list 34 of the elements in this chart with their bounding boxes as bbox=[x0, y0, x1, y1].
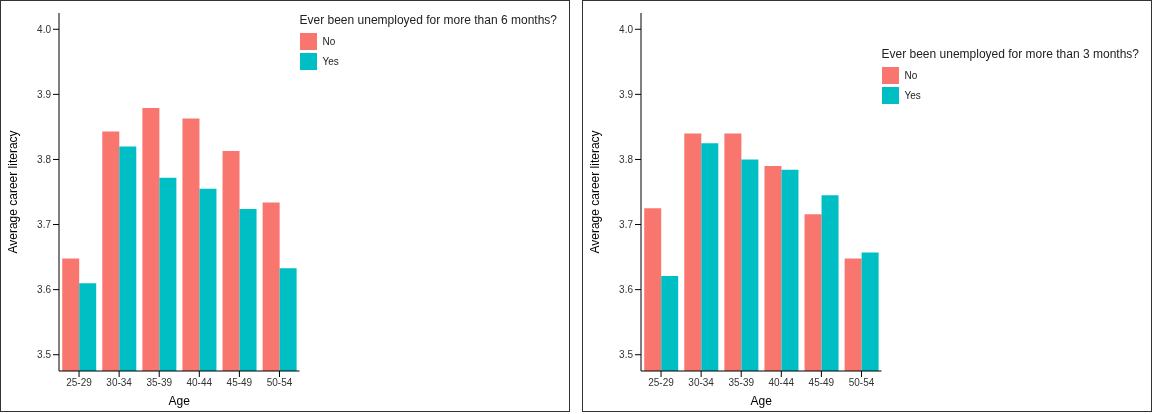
y-tick-label: 3.5 bbox=[37, 349, 52, 361]
x-tick-label: 40-44 bbox=[186, 377, 213, 389]
x-tick-label: 30-34 bbox=[688, 377, 715, 389]
x-axis-title: Age bbox=[750, 394, 773, 408]
x-tick-label: 50-54 bbox=[848, 377, 875, 389]
x-tick-label: 30-34 bbox=[106, 377, 133, 389]
x-tick-label: 45-49 bbox=[226, 377, 253, 389]
legend-label: No bbox=[904, 69, 918, 81]
y-tick-label: 4.0 bbox=[619, 23, 634, 35]
y-tick-label: 3.9 bbox=[619, 88, 634, 100]
x-tick-label: 40-44 bbox=[768, 377, 795, 389]
y-tick-label: 3.7 bbox=[619, 219, 634, 231]
y-tick-label: 3.7 bbox=[37, 219, 52, 231]
legend-label: Yes bbox=[904, 89, 921, 101]
y-tick-label: 3.8 bbox=[37, 154, 52, 165]
legend-label: No bbox=[322, 35, 336, 47]
y-tick-label: 3.8 bbox=[619, 154, 634, 165]
x-tick-label: 50-54 bbox=[266, 377, 293, 389]
x-tick-label: 35-39 bbox=[146, 377, 173, 389]
legend-title: Ever been unemployed for more than 6 months? bbox=[299, 13, 557, 27]
y-tick-label: 4.0 bbox=[37, 23, 52, 35]
x-tick-label: 45-49 bbox=[808, 377, 835, 389]
legend-label: Yes bbox=[322, 55, 339, 67]
y-tick-label: 3.6 bbox=[37, 284, 52, 296]
y-tick-label: 3.6 bbox=[619, 284, 634, 296]
y-axis-title: Average career literacy bbox=[588, 130, 603, 254]
x-tick-label: 35-39 bbox=[728, 377, 755, 389]
y-tick-label: 3.5 bbox=[619, 349, 634, 361]
legend-title: Ever been unemployed for more than 3 months? bbox=[881, 47, 1139, 61]
y-axis-title: Average career literacy bbox=[6, 130, 21, 254]
y-tick-label: 3.9 bbox=[37, 88, 52, 100]
x-axis-title: Age bbox=[168, 394, 191, 408]
x-tick-label: 25-29 bbox=[66, 377, 93, 389]
x-tick-label: 25-29 bbox=[648, 377, 675, 389]
